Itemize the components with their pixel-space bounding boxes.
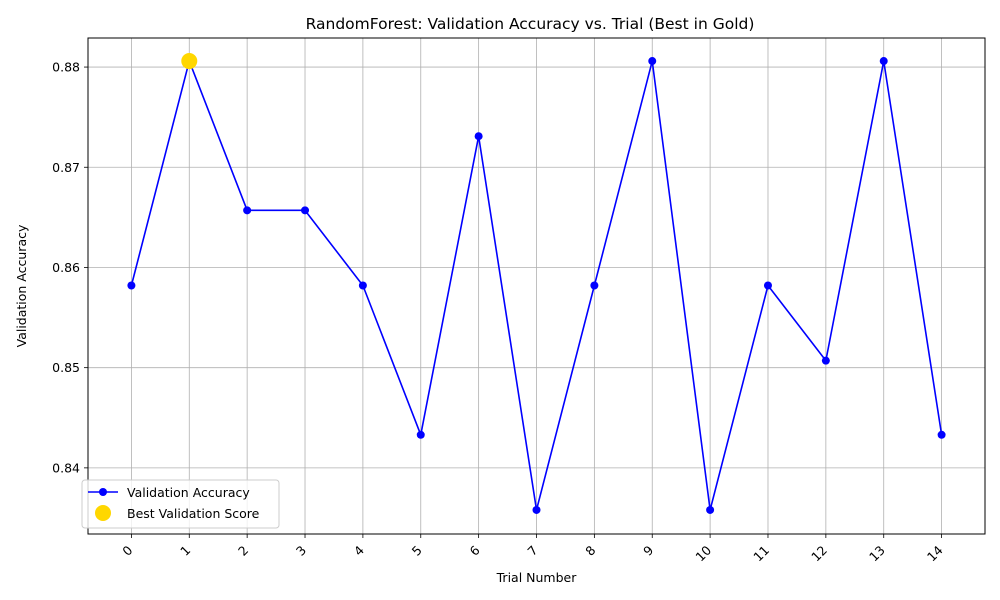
data-point-2 — [243, 206, 252, 215]
data-point-10 — [706, 505, 715, 514]
x-axis-label: Trial Number — [496, 570, 578, 585]
x-tick-label-12: 12 — [808, 543, 830, 565]
best-marker — [181, 53, 198, 70]
data-point-11 — [763, 281, 772, 290]
x-tick-label-14: 14 — [924, 542, 946, 564]
legend: Validation Accuracy Best Validation Scor… — [81, 479, 280, 529]
legend-box — [81, 479, 280, 529]
x-tick-label-9: 9 — [640, 542, 656, 558]
x-tick-label-11: 11 — [750, 543, 772, 565]
x-axis-ticks: 0 1 2 3 4 5 6 7 8 9 10 11 12 13 14 — [119, 534, 946, 565]
data-point-5 — [416, 430, 425, 439]
chart-title: RandomForest: Validation Accuracy vs. Tr… — [306, 15, 755, 33]
x-tick-label-5: 5 — [409, 543, 425, 559]
y-axis-ticks: 0.84 0.85 0.86 0.87 0.88 — [52, 60, 88, 475]
legend-entry-best-validation-score: Best Validation Score — [127, 506, 260, 521]
x-tick-label-7: 7 — [524, 543, 540, 559]
data-point-8 — [590, 281, 599, 290]
y-tick-label-2: 0.86 — [52, 260, 80, 275]
data-point-0 — [127, 281, 136, 290]
y-tick-label-3: 0.87 — [52, 160, 80, 175]
data-point-9 — [648, 57, 657, 66]
y-tick-label-1: 0.85 — [52, 360, 80, 375]
x-tick-label-0: 0 — [119, 542, 135, 558]
x-tick-label-8: 8 — [582, 542, 598, 558]
data-point-14 — [937, 430, 946, 439]
data-point-12 — [821, 356, 830, 365]
x-tick-label-2: 2 — [235, 543, 251, 559]
x-tick-label-4: 4 — [351, 542, 367, 558]
y-axis-label: Validation Accuracy — [14, 224, 29, 347]
x-tick-label-3: 3 — [293, 543, 309, 559]
y-tick-label-0: 0.84 — [52, 460, 80, 475]
data-point-6 — [474, 132, 483, 141]
x-tick-label-13: 13 — [866, 543, 888, 565]
legend-entry-validation-accuracy: Validation Accuracy — [127, 485, 250, 500]
legend-marker-swatch — [99, 488, 107, 496]
legend-best-swatch — [95, 505, 111, 521]
data-point-3 — [301, 206, 310, 215]
data-point-7 — [532, 505, 541, 514]
x-tick-label-1: 1 — [177, 543, 193, 559]
y-tick-label-4: 0.88 — [52, 60, 80, 75]
grid — [88, 38, 985, 534]
best-point — [181, 53, 198, 70]
data-point-13 — [879, 57, 888, 66]
x-tick-label-10: 10 — [692, 542, 714, 564]
data-point-4 — [358, 281, 367, 290]
x-tick-label-6: 6 — [467, 542, 483, 558]
